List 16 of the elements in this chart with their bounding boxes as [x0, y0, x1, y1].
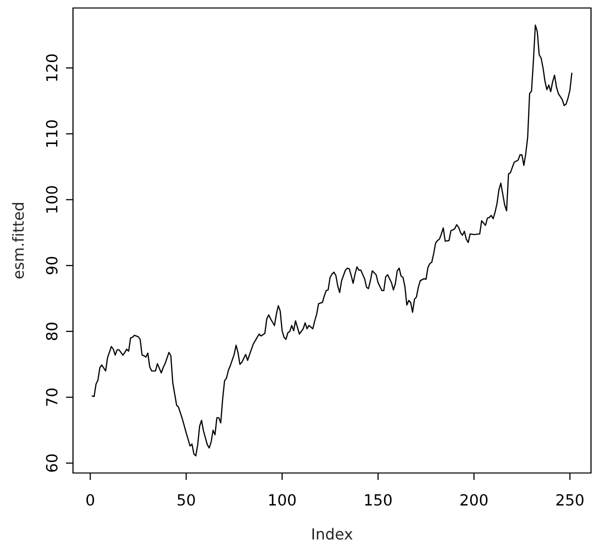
y-tick-label: 100: [46, 186, 58, 213]
y-tick-label: 90: [46, 256, 58, 274]
y-axis-title: esm.fitted: [12, 202, 24, 279]
y-tick-label: 80: [46, 322, 58, 340]
y-tick-label: 70: [46, 388, 58, 406]
x-tick-label: 100: [269, 494, 296, 506]
x-tick-label: 150: [365, 494, 392, 506]
y-tick-label: 60: [46, 454, 58, 472]
y-tick-label: 120: [46, 54, 58, 81]
x-tick-label: 0: [86, 494, 94, 506]
x-tick-label: 50: [178, 494, 195, 506]
x-tick-label: 200: [460, 494, 488, 506]
y-tick-label: 110: [46, 120, 58, 147]
x-tick-label: 250: [556, 494, 584, 506]
line-series: [92, 24, 572, 456]
x-axis-title: Index: [312, 528, 353, 540]
